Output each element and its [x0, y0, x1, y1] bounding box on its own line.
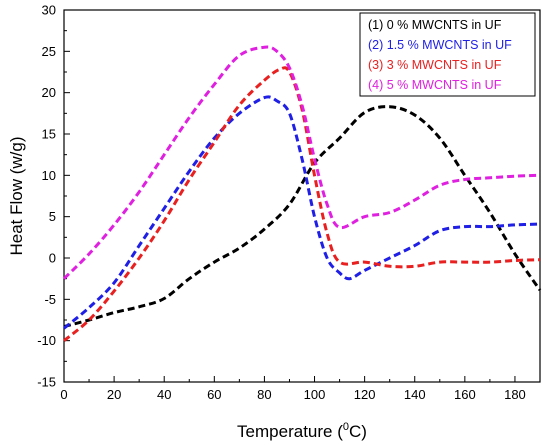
legend-entry-series-3: (3) 3 % MWCNTS in UF: [368, 58, 502, 72]
y-tick-label: -10: [37, 333, 56, 348]
y-tick-label: 5: [49, 209, 56, 224]
legend: (1) 0 % MWCNTS in UF (2) 1.5 % MWCNTS in…: [359, 12, 536, 97]
x-tick-label: 40: [157, 387, 171, 402]
series-line-4: [62, 45, 541, 280]
series-line-1: [63, 105, 542, 329]
x-tick-label: 160: [454, 387, 476, 402]
legend-entry-series-1: (1) 0 % MWCNTS in UF: [368, 18, 502, 32]
y-tick-label: 0: [49, 251, 56, 266]
x-tick-label: 120: [354, 387, 376, 402]
y-tick-label: 20: [42, 85, 56, 100]
x-tick-label: 180: [504, 387, 526, 402]
y-tick-label: 25: [42, 44, 56, 59]
legend-entry-series-2: (2) 1.5 % MWCNTS in UF: [368, 38, 512, 52]
x-axis: 0 20 40 60 80 100 120 140 160 180: [60, 376, 526, 402]
y-tick-label: -15: [37, 375, 56, 390]
y-tick-label: 15: [42, 127, 56, 142]
x-tick-label: 140: [404, 387, 426, 402]
x-tick-label: 0: [60, 387, 67, 402]
y-tick-label: -5: [44, 292, 56, 307]
y-tick-label: 10: [42, 168, 56, 183]
series-line-2: [63, 95, 541, 330]
x-tick-label: 100: [304, 387, 326, 402]
legend-entry-series-4: (4) 5 % MWCNTS in UF: [368, 78, 502, 92]
x-axis-title: Temperature (0C): [237, 421, 367, 441]
x-tick-label: 60: [207, 387, 221, 402]
x-tick-label: 20: [107, 387, 121, 402]
x-tick-label: 80: [257, 387, 271, 402]
y-axis-title: Heat Flow (w/g): [7, 136, 26, 255]
y-tick-label: 30: [42, 3, 56, 18]
series-layer: [62, 45, 542, 342]
y-axis: -15 -10 -5 0 5 10 15 20 25 30: [37, 3, 70, 390]
legend-box: [359, 12, 536, 97]
